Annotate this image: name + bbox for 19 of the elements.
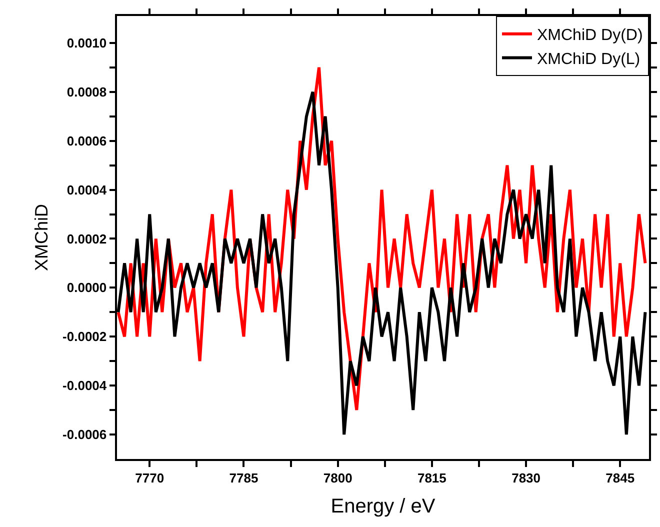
y-tick-label: 0.0006 (66, 133, 107, 148)
y-tick-label: -0.0004 (62, 378, 108, 394)
y-tick-label: 0.0008 (66, 84, 107, 100)
x-tick-label: 7785 (229, 470, 258, 486)
x-axis-title: Energy / eV (330, 495, 436, 518)
x-tick-label: 7800 (323, 470, 352, 486)
x-tick-label: 7830 (512, 470, 540, 486)
y-tick-label: 0.0004 (66, 182, 108, 198)
y-tick-label: -0.0002 (62, 329, 107, 344)
y-axis-title: XMChiD (31, 204, 52, 272)
y-tick-label: 0.0000 (66, 280, 107, 296)
y-tick-label: -0.0006 (62, 427, 107, 442)
legend-label: XMChiD Dy(L) (537, 50, 640, 68)
y-tick-label: 0.0010 (66, 35, 107, 50)
x-tick-label: 7815 (417, 470, 446, 486)
y-tick-label: 0.0002 (66, 231, 107, 246)
x-tick-label: 7845 (606, 470, 635, 486)
legend-label: XMChiD Dy(D) (537, 27, 643, 44)
x-tick-label: 7770 (135, 470, 164, 486)
